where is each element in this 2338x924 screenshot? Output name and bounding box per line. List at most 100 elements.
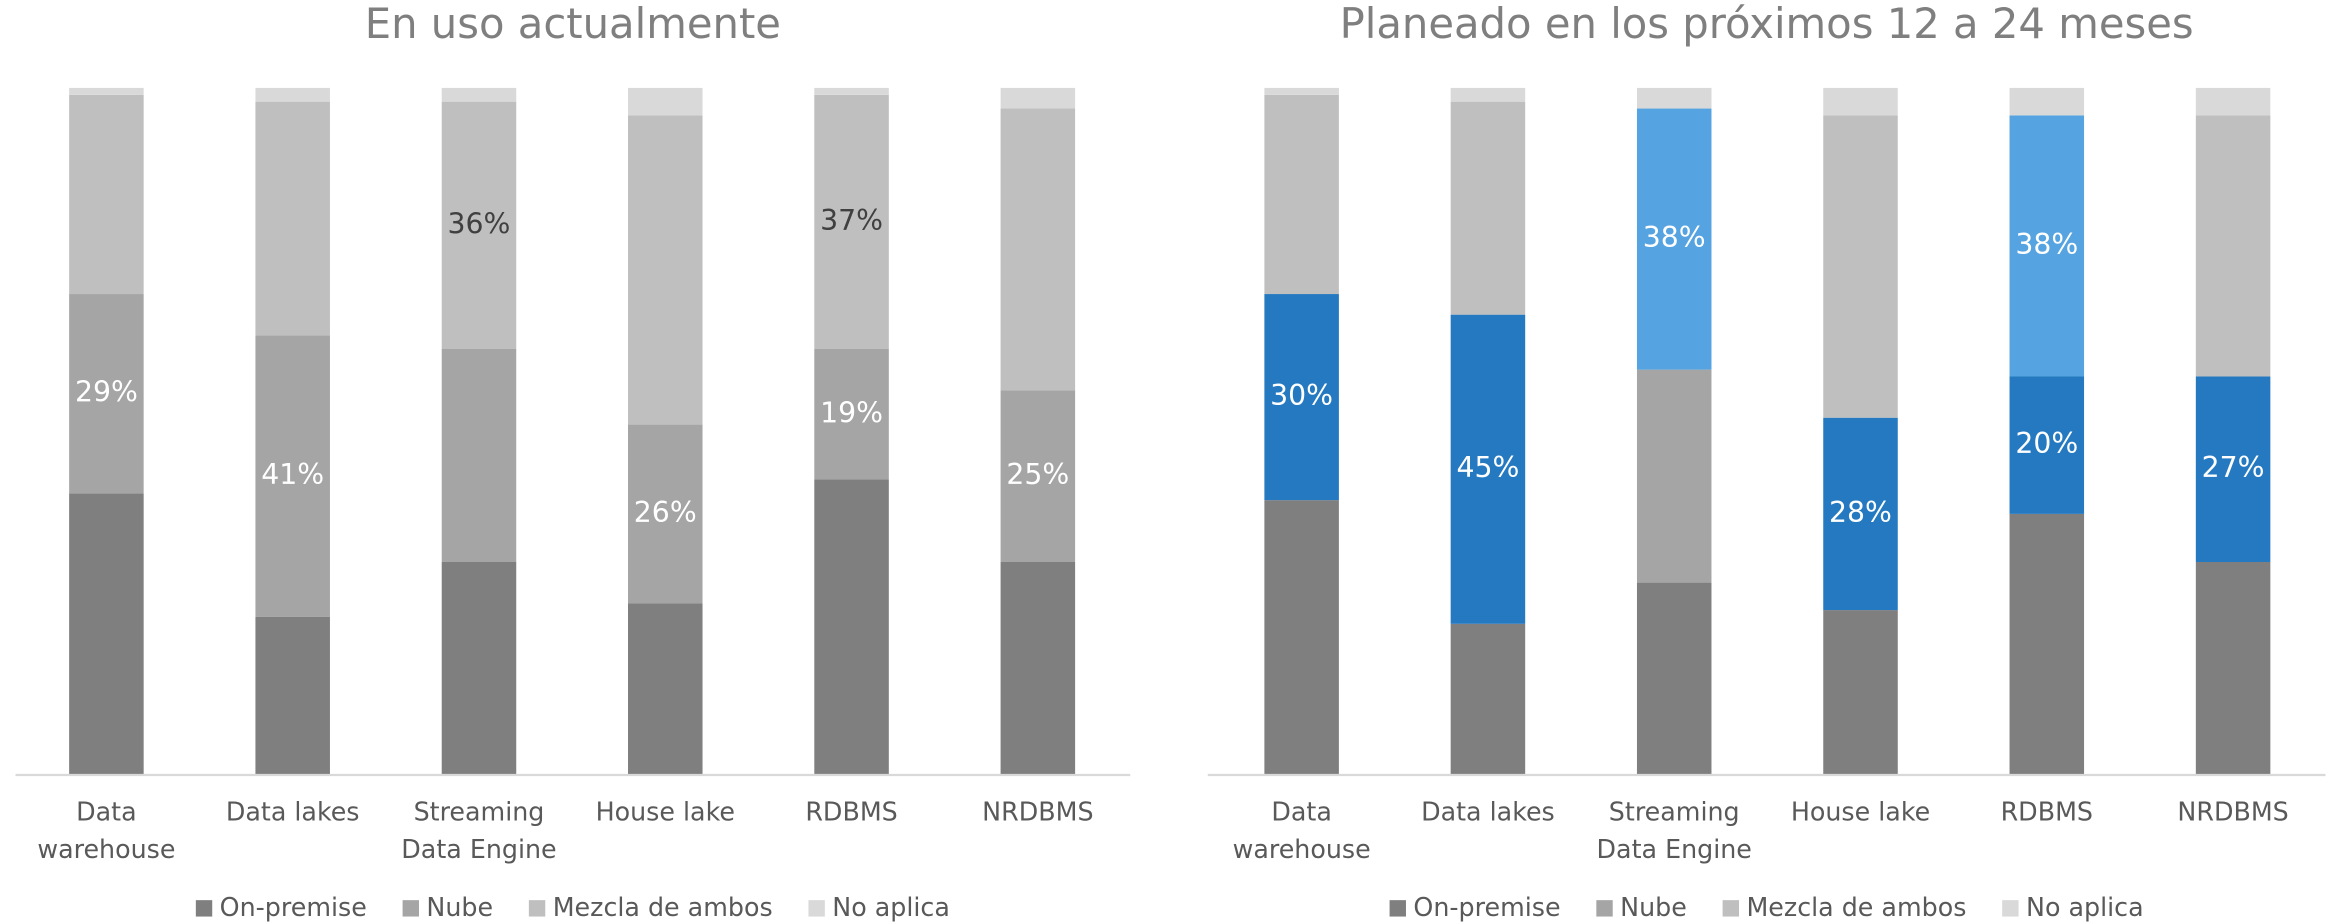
- x-tick-label-line: warehouse: [37, 834, 175, 864]
- bar-segment: [1264, 87, 1339, 95]
- x-tick-label: NRDBMS: [2177, 797, 2288, 827]
- data-label: 27%: [2202, 451, 2265, 484]
- bar-segment: [2195, 87, 2271, 116]
- x-tick-label: Streaming Data Engine: [1597, 797, 1752, 864]
- x-tick-label-line: warehouse: [1233, 834, 1371, 864]
- bar-segment: [814, 479, 889, 775]
- bar-segment: [1000, 561, 1076, 775]
- bar-segment: [255, 87, 330, 102]
- x-tick-label-line: Data: [76, 797, 136, 827]
- bar-segment: [1823, 87, 1898, 116]
- bar-segment: [1450, 623, 1526, 775]
- x-tick-label: House lake: [596, 797, 735, 827]
- bar-segment: [1000, 390, 1076, 562]
- legend-swatch: [1389, 900, 1406, 917]
- x-tick-label: House lake: [1791, 797, 1930, 827]
- data-label: 26%: [634, 496, 697, 529]
- x-tick-label: RDBMS: [805, 797, 897, 827]
- legend: On-premise Nube Mezcla de ambos No aplica: [195, 892, 950, 922]
- bar-segment: [628, 603, 703, 775]
- bar-segment: [1450, 87, 1526, 102]
- legend-label: On-premise: [220, 892, 367, 922]
- data-label: 37%: [820, 204, 883, 237]
- bar-segment: [2009, 513, 2085, 775]
- data-label: 38%: [2015, 228, 2078, 261]
- data-label: 29%: [75, 376, 138, 409]
- bar-segment: [69, 294, 144, 494]
- legend: On-premise Nube Mezcla de ambos No aplica: [1389, 892, 2144, 922]
- bar-segment: [628, 424, 703, 604]
- bar-segment: [628, 87, 703, 116]
- bar-segment: [441, 87, 517, 102]
- legend-label: Mezcla de ambos: [1746, 892, 1966, 922]
- x-tick-label: Streaming Data Engine: [401, 797, 556, 864]
- bar-segment: [1636, 369, 1712, 583]
- bar-segment: [2195, 115, 2271, 377]
- x-tick-label: Data warehouse: [37, 797, 175, 864]
- legend-label: On-premise: [1413, 892, 1560, 922]
- bar-segment: [69, 87, 144, 95]
- bar-segment: [1823, 115, 1898, 418]
- bar-segment: [1264, 500, 1339, 775]
- legend-label: No aplica: [2026, 892, 2144, 922]
- legend-swatch: [528, 900, 546, 917]
- bar-segment: [69, 94, 144, 295]
- bar-segment: [255, 335, 330, 617]
- bar-segment: [2009, 376, 2085, 514]
- legend-swatch: [195, 900, 213, 917]
- legend-label: Nube: [1620, 892, 1687, 922]
- x-tick-label: RDBMS: [2001, 797, 2093, 827]
- x-tick-label-line: Data Engine: [401, 834, 556, 864]
- legend-swatch: [2002, 900, 2019, 917]
- bar-segment: [441, 349, 517, 562]
- bar-segment: [1000, 87, 1076, 109]
- x-tick-label: NRDBMS: [982, 797, 1093, 827]
- data-label: 30%: [1270, 379, 1333, 412]
- bar-segment: [1450, 314, 1526, 624]
- chart-title: Planeado en los próximos 12 a 24 meses: [1340, 0, 2194, 48]
- legend-swatch: [808, 900, 825, 917]
- x-tick-label: Data lakes: [1421, 797, 1555, 827]
- bar-segment: [1823, 417, 1898, 611]
- bar-segment: [1000, 108, 1076, 391]
- bar-segment: [1636, 582, 1712, 775]
- bar-segment: [1823, 610, 1898, 775]
- bar-segment: [441, 561, 517, 775]
- bar-segment: [814, 94, 889, 350]
- x-tick-label-line: Data: [1271, 797, 1331, 827]
- chart-title: En uso actualmente: [365, 0, 781, 48]
- bar-segment: [255, 616, 330, 775]
- bar-segment: [1636, 87, 1712, 109]
- bar-segment: [814, 87, 889, 95]
- x-tick-label: Data warehouse: [1233, 797, 1371, 864]
- bar-segment: [2009, 115, 2085, 377]
- bar-segment: [1636, 108, 1712, 370]
- x-tick-label-line: Streaming: [1609, 797, 1740, 827]
- legend-swatch: [402, 900, 419, 917]
- data-label: 20%: [2015, 427, 2078, 460]
- data-label: 36%: [448, 207, 511, 240]
- data-label: 45%: [1456, 451, 1519, 484]
- bar-segment: [628, 115, 703, 425]
- bar-segment: [255, 101, 330, 336]
- bar-segment: [2009, 87, 2085, 116]
- bar-segment: [1264, 294, 1339, 501]
- bar-segment: [69, 493, 144, 775]
- bar-segment: [1264, 94, 1339, 295]
- legend-label: Nube: [426, 892, 493, 922]
- data-label: 41%: [261, 458, 324, 491]
- data-label: 19%: [820, 396, 883, 429]
- legend-label: No aplica: [832, 892, 950, 922]
- x-tick-label-line: Data Engine: [1597, 834, 1752, 864]
- data-label: 25%: [1006, 458, 1069, 491]
- bar-segment: [2195, 376, 2271, 562]
- legend-label: Mezcla de ambos: [553, 892, 773, 922]
- bar-segment: [814, 349, 889, 480]
- data-label: 38%: [1643, 221, 1706, 254]
- x-tick-label-line: Streaming: [414, 797, 545, 827]
- bar-segment: [2195, 561, 2271, 775]
- legend-swatch: [1596, 900, 1613, 917]
- bar-segment: [1450, 101, 1526, 315]
